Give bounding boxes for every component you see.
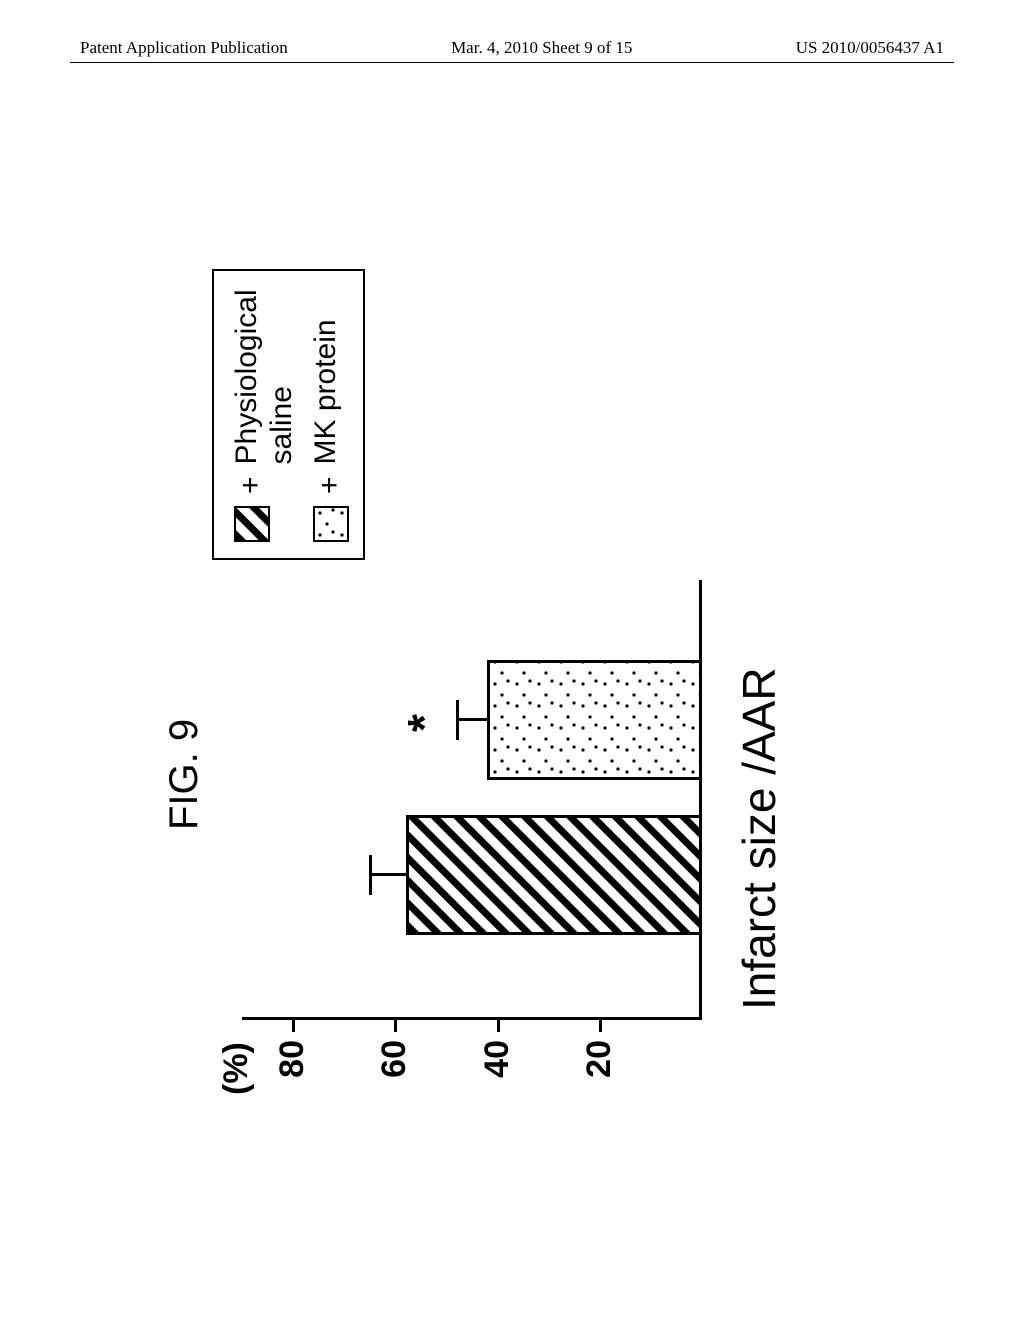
bar-mk bbox=[487, 660, 702, 780]
figure-canvas: FIG. 9 20406080* (%) Infarct size /AAR +… bbox=[162, 240, 862, 1160]
legend-plus: + bbox=[313, 476, 348, 494]
x-axis-label: Infarct size /AAR bbox=[732, 667, 786, 1010]
y-unit-label: (%) bbox=[217, 1042, 256, 1095]
y-tick bbox=[599, 1020, 602, 1032]
page: Patent Application Publication Mar. 4, 2… bbox=[0, 0, 1024, 1320]
y-tick-label: 40 bbox=[478, 1040, 517, 1100]
legend-label: Physiologicalsaline bbox=[230, 289, 299, 464]
y-tick-label: 80 bbox=[273, 1040, 312, 1100]
errorbar-cap bbox=[456, 700, 459, 740]
errorbar-stem bbox=[370, 873, 406, 876]
x-axis bbox=[699, 580, 702, 1020]
legend-swatch bbox=[234, 506, 270, 542]
header-left: Patent Application Publication bbox=[80, 38, 288, 58]
errorbar-cap bbox=[369, 855, 372, 895]
y-tick bbox=[497, 1020, 500, 1032]
y-tick-label: 20 bbox=[580, 1040, 619, 1100]
y-axis bbox=[242, 1017, 702, 1020]
figure-title: FIG. 9 bbox=[162, 719, 207, 830]
plot-area: 20406080* bbox=[242, 580, 702, 1020]
legend-label: MK protein bbox=[309, 319, 344, 464]
page-header: Patent Application Publication Mar. 4, 2… bbox=[80, 38, 944, 58]
header-right: US 2010/0056437 A1 bbox=[796, 38, 944, 58]
y-tick bbox=[394, 1020, 397, 1032]
bar-saline bbox=[406, 815, 702, 935]
y-tick-label: 60 bbox=[375, 1040, 414, 1100]
legend-swatch bbox=[313, 506, 349, 542]
errorbar-stem bbox=[457, 718, 488, 721]
header-rule bbox=[70, 62, 954, 63]
legend-row: + Physiologicalsaline bbox=[230, 289, 299, 542]
header-center: Mar. 4, 2010 Sheet 9 of 15 bbox=[288, 38, 796, 58]
significance-mark: * bbox=[401, 714, 447, 732]
y-tick bbox=[292, 1020, 295, 1032]
legend-row: + MK protein bbox=[309, 289, 349, 542]
legend: + Physiologicalsaline + MK protein bbox=[212, 269, 365, 560]
legend-plus: + bbox=[234, 476, 269, 494]
